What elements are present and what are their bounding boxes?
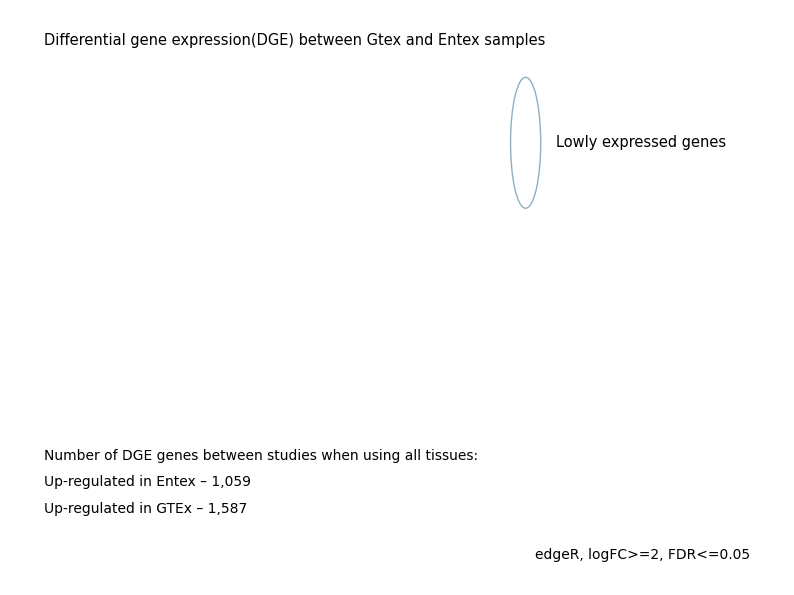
Text: Up-regulated in GTEx – 1,587: Up-regulated in GTEx – 1,587 (44, 502, 247, 516)
Text: edgeR, logFC>=2, FDR<=0.05: edgeR, logFC>=2, FDR<=0.05 (535, 548, 750, 562)
Text: Lowly expressed genes: Lowly expressed genes (556, 135, 726, 151)
Text: Up-regulated in Entex – 1,059: Up-regulated in Entex – 1,059 (44, 475, 251, 490)
Text: Number of DGE genes between studies when using all tissues:: Number of DGE genes between studies when… (44, 449, 478, 464)
Text: Differential gene expression(DGE) between Gtex and Entex samples: Differential gene expression(DGE) betwee… (44, 33, 545, 48)
